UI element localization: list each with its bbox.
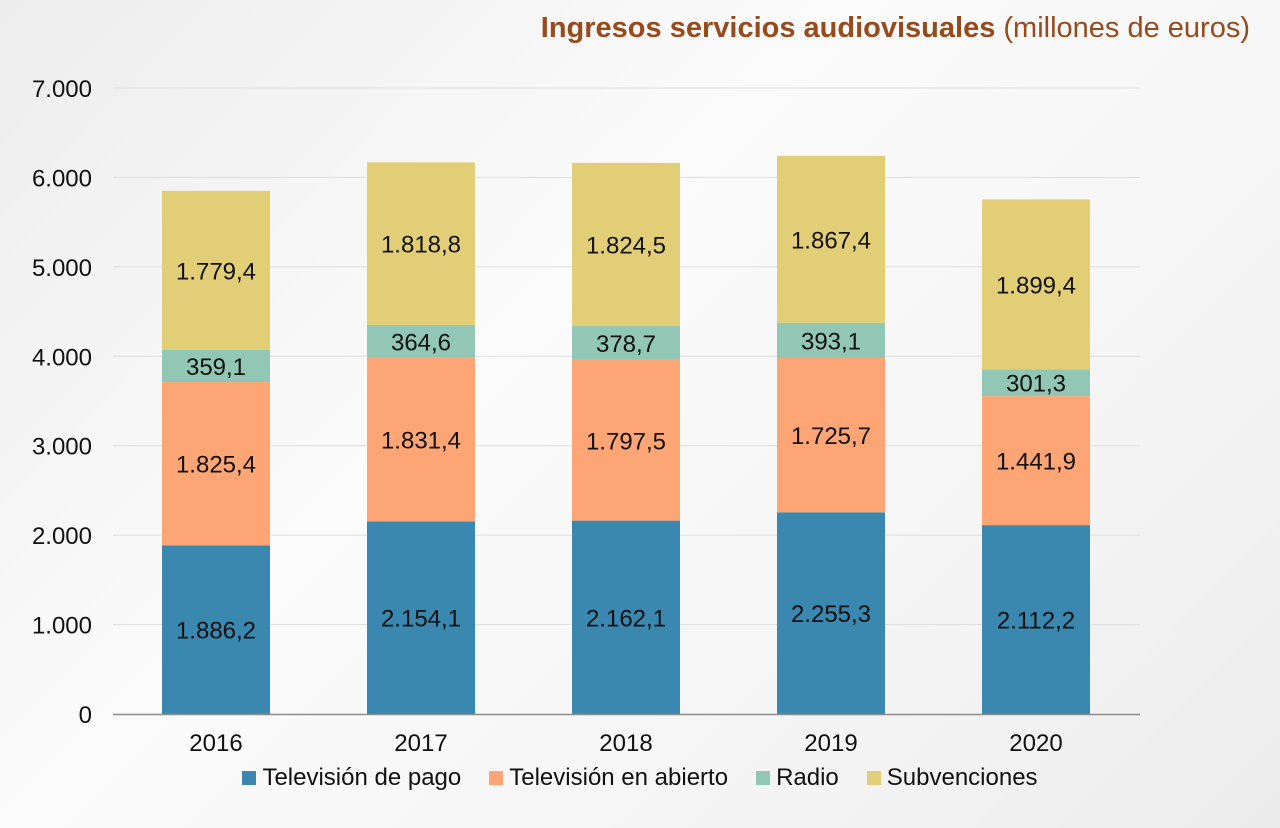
bar-segment-2018-2 [572,326,680,360]
y-tick-label: 7.000 [32,76,92,103]
bar-segment-2020-1 [982,396,1090,526]
legend-label-subvenciones: Subvenciones [886,764,1038,791]
data-label: 1.818,8 [381,232,461,259]
bar-segment-2016-2 [162,349,270,383]
y-tick-label: 0 [79,702,92,729]
legend-swatch-tv-abierto [489,771,504,785]
legend-label-tv-abierto: Televisión en abierto [509,764,729,791]
chart-title: Ingresos servicios audiovisuales (millon… [541,12,1250,45]
y-tick-label: 3.000 [32,434,92,461]
x-tick-label: 2018 [599,730,652,757]
legend-swatch-subvenciones [866,771,881,785]
bar-segment-2020-2 [982,369,1090,397]
data-label: 378,7 [596,331,656,358]
data-label: 1.779,4 [176,258,256,285]
bar-segment-2017-1 [367,357,475,522]
chart-subtitle: (millones de euros) [1003,12,1250,44]
data-label: 1.899,4 [996,272,1076,299]
bar-segment-2019-3 [777,155,885,323]
bar-segment-2017-0 [367,521,475,714]
data-label: 1.831,4 [381,427,461,454]
bar-segment-2017-2 [367,324,475,358]
legend-swatch-radio [756,771,771,785]
bar-segment-2016-3 [162,190,270,350]
data-label: 1.824,5 [586,232,666,259]
legend: Televisión de pago Televisión en abierto… [0,764,1280,792]
bar-segment-2019-2 [777,322,885,358]
data-label: 2.154,1 [381,606,461,633]
bar-segment-2020-3 [982,199,1090,370]
legend-item-subvenciones: Subvenciones [866,764,1038,792]
chart-title-main: Ingresos servicios audiovisuales [540,12,996,44]
legend-item-tv-abierto: Televisión en abierto [489,764,728,792]
x-tick-label: 2019 [804,730,857,757]
y-tick-label: 5.000 [32,255,92,282]
data-label: 2.255,3 [791,601,871,628]
y-tick-label: 4.000 [32,344,92,371]
data-label: 1.825,4 [176,452,256,479]
bar-segment-2016-0 [162,545,270,714]
x-tick-label: 2020 [1009,730,1062,757]
data-label: 1.441,9 [996,449,1076,476]
bar-segment-2019-0 [777,512,885,714]
x-tick-label: 2016 [189,730,242,757]
data-label: 364,6 [391,329,451,356]
data-label: 301,3 [1006,371,1066,398]
bar-segment-2020-0 [982,525,1090,714]
legend-label-tv-pago: Televisión de pago [262,764,462,791]
data-label: 2.112,2 [997,608,1075,635]
bar-segment-2018-3 [572,162,680,327]
bar-segment-2019-1 [777,357,885,513]
y-tick-label: 6.000 [32,165,92,192]
bar-segment-2016-1 [162,382,270,546]
data-label: 1.725,7 [791,423,871,450]
bar-segment-2018-0 [572,520,680,714]
data-label: 1.797,5 [586,428,666,455]
legend-swatch-tv-pago [242,771,257,785]
legend-item-radio: Radio [756,764,839,792]
data-label: 393,1 [801,328,861,355]
legend-label-radio: Radio [776,764,839,791]
bar-segment-2017-3 [367,162,475,325]
data-label: 1.886,2 [176,618,256,645]
y-tick-label: 2.000 [32,523,92,550]
x-tick-label: 2017 [394,730,447,757]
bar-segment-2018-1 [572,359,680,521]
y-tick-label: 1.000 [32,613,92,640]
data-label: 359,1 [186,354,246,381]
data-label: 2.162,1 [586,605,666,632]
legend-item-tv-pago: Televisión de pago [242,764,461,792]
data-label: 1.867,4 [791,227,871,254]
